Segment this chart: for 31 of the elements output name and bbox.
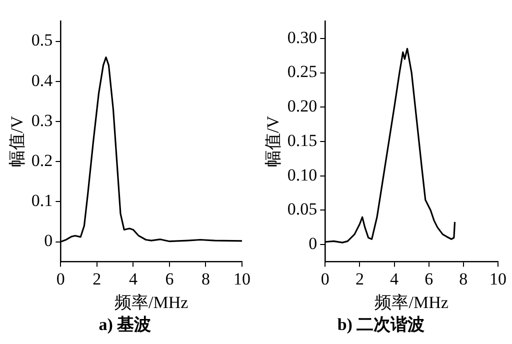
y-tick-label: 0.4	[31, 70, 54, 90]
y-tick-label: 0	[308, 234, 318, 254]
y-tick-label: 0	[44, 231, 53, 250]
y-axis-title: 幅值/V	[8, 115, 27, 167]
x-tick-label: 2	[92, 269, 102, 288]
x-tick-label: 4	[128, 269, 138, 288]
x-tick-label: 0	[320, 269, 330, 288]
x-axis-title: 频率/MHz	[114, 292, 189, 312]
text: b) 二次谐波	[337, 315, 425, 334]
y-tick-label: 0.10	[287, 165, 318, 184]
y-tick-label: 0.25	[287, 62, 318, 82]
y-tick-label: 0.20	[287, 96, 318, 116]
y-tick-label: 0.05	[287, 200, 318, 219]
y-tick-label: 0.1	[31, 191, 53, 210]
x-tick-label: 8	[201, 269, 210, 288]
x-axis-title: 频率/MHz	[374, 292, 449, 312]
y-tick-label: 0.15	[287, 130, 318, 150]
x-tick-label: 10	[490, 269, 506, 288]
x-tick-label: 2	[355, 269, 364, 288]
x-tick-label: 0	[56, 269, 65, 288]
x-tick-label: 6	[165, 269, 174, 288]
y-axis-title: 幅值/V	[264, 115, 283, 167]
y-tick-label: 0.5	[31, 30, 53, 50]
x-tick-label: 6	[424, 269, 434, 288]
y-tick-label: 0.3	[31, 110, 53, 130]
y-tick-label: 0.30	[287, 28, 318, 47]
text: a) 基波	[98, 315, 152, 334]
y-tick-label: 0.2	[31, 151, 53, 170]
x-tick-label: 8	[459, 269, 468, 288]
x-tick-label: 4	[390, 269, 400, 288]
x-tick-label: 10	[234, 269, 250, 288]
